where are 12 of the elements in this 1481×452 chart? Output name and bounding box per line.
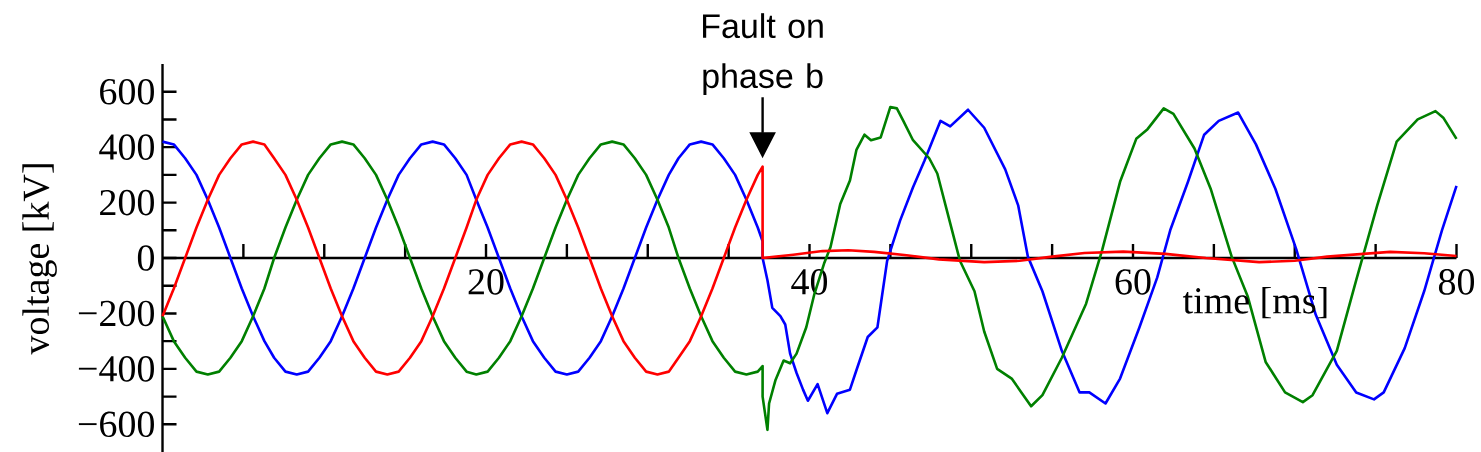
y-tick-label: −200 <box>78 300 154 327</box>
y-tick-label: −400 <box>78 356 154 382</box>
y-tick-label: 0 <box>137 245 154 271</box>
y-axis-title: voltage [kV] <box>22 164 57 355</box>
x-tick-label: 20 <box>468 269 504 295</box>
annotation: Fault on phase b <box>703 13 823 95</box>
y-tick-label: 400 <box>99 134 154 160</box>
x-tick-label: 60 <box>1115 269 1151 295</box>
x-tick-label: 80 <box>1438 269 1475 295</box>
y-tick-label: −600 <box>78 411 154 438</box>
y-tick-label: 600 <box>100 78 154 105</box>
y-tick-label: 200 <box>100 189 154 216</box>
